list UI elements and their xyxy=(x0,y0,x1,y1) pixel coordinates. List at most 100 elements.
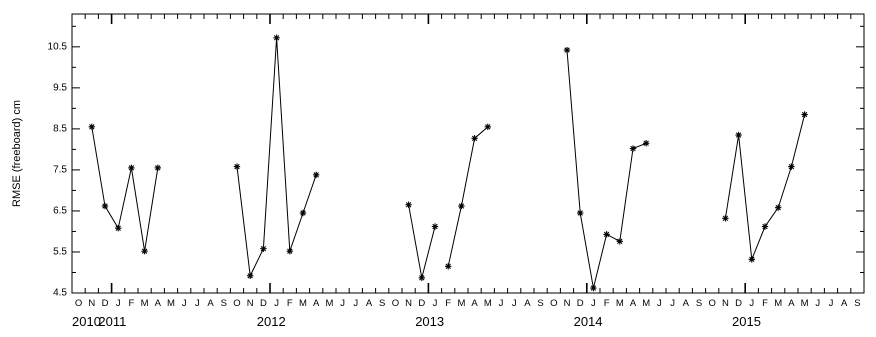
data-point-asterisk xyxy=(128,164,135,172)
data-point-asterisk xyxy=(775,204,782,211)
y-tick-label: 4.5 xyxy=(53,288,67,299)
x-month-label: M xyxy=(484,298,492,309)
x-month-label: J xyxy=(670,298,675,309)
data-point-asterisk xyxy=(246,272,254,279)
data-point-asterisk xyxy=(748,256,755,263)
x-month-label: O xyxy=(709,298,716,309)
x-month-label: A xyxy=(683,298,690,309)
x-month-label: J xyxy=(353,298,358,309)
data-point-asterisk xyxy=(590,284,597,292)
x-month-label: A xyxy=(155,298,162,309)
x-month-label: J xyxy=(512,298,517,309)
x-month-label: A xyxy=(207,298,214,309)
x-month-label: D xyxy=(260,298,267,309)
data-point-asterisk xyxy=(603,231,610,238)
x-month-label: M xyxy=(774,298,782,309)
data-point-asterisk xyxy=(233,163,241,170)
series-segment-3 xyxy=(408,204,436,278)
x-month-label: A xyxy=(788,298,795,309)
data-point-asterisk xyxy=(445,263,452,270)
data-point-asterisk xyxy=(101,202,109,210)
axis-tick-labels: 4.55.56.57.58.59.510.5O N D J F M A M J J A S O N D J F M… xyxy=(48,41,861,329)
data-point-asterisk xyxy=(431,223,439,230)
data-point-asterisk xyxy=(577,209,584,217)
x-month-label: N xyxy=(247,298,254,309)
x-month-label: F xyxy=(128,298,134,309)
x-month-label: O xyxy=(75,298,82,309)
series-markers xyxy=(88,34,808,292)
x-month-label: A xyxy=(841,298,848,309)
data-point-asterisk xyxy=(629,145,637,152)
x-month-label: S xyxy=(537,298,543,309)
x-month-label: J xyxy=(815,298,820,309)
x-month-label: N xyxy=(564,298,571,309)
data-point-asterisk xyxy=(722,215,729,222)
x-month-label: N xyxy=(722,298,729,309)
x-year-label: 2010 xyxy=(72,314,101,329)
x-month-label: J xyxy=(433,298,438,309)
data-point-asterisk xyxy=(88,123,96,131)
x-month-label: D xyxy=(102,298,109,309)
series-segment-1 xyxy=(91,126,159,252)
x-month-label: A xyxy=(524,298,531,309)
series-segment-5 xyxy=(566,50,647,289)
y-tick-label: 6.5 xyxy=(53,205,67,216)
x-month-label: M xyxy=(457,298,465,309)
data-point-asterisk xyxy=(154,164,162,172)
x-month-label: J xyxy=(499,298,504,309)
series-segment-2 xyxy=(236,37,317,278)
x-month-label: J xyxy=(182,298,187,309)
x-month-label: J xyxy=(274,298,279,309)
y-tick-label: 8.5 xyxy=(53,123,67,134)
data-point-asterisk xyxy=(484,123,491,131)
x-month-label: A xyxy=(630,298,637,309)
x-month-label: D xyxy=(418,298,425,309)
x-month-label: S xyxy=(696,298,702,309)
data-point-asterisk xyxy=(260,245,267,252)
x-month-label: A xyxy=(313,298,320,309)
x-month-label: M xyxy=(801,298,809,309)
y-tick-label: 9.5 xyxy=(53,82,67,93)
x-month-label: M xyxy=(616,298,624,309)
data-point-asterisk xyxy=(735,131,742,139)
data-point-asterisk xyxy=(141,247,148,255)
data-point-asterisk xyxy=(616,238,623,245)
x-month-label: F xyxy=(445,298,451,309)
data-point-asterisk xyxy=(471,135,478,142)
y-tick-label: 5.5 xyxy=(53,246,67,257)
x-month-label: J xyxy=(657,298,662,309)
x-month-label: D xyxy=(577,298,584,309)
x-month-label: O xyxy=(392,298,399,309)
x-month-label: M xyxy=(167,298,175,309)
x-month-label: A xyxy=(366,298,373,309)
x-year-label: 2015 xyxy=(732,314,761,329)
data-point-asterisk xyxy=(643,140,650,147)
x-month-label: M xyxy=(141,298,149,309)
x-month-label: F xyxy=(287,298,293,309)
data-point-asterisk xyxy=(114,224,122,232)
data-point-asterisk xyxy=(418,274,425,282)
x-month-label: J xyxy=(340,298,345,309)
x-year-label: 2014 xyxy=(574,314,603,329)
series-segment-4 xyxy=(447,126,489,267)
data-point-asterisk xyxy=(299,209,307,217)
x-month-label: S xyxy=(379,298,385,309)
x-year-label: 2013 xyxy=(415,314,444,329)
x-month-label: O xyxy=(550,298,557,309)
data-point-asterisk xyxy=(273,34,280,41)
data-point-asterisk xyxy=(788,163,795,170)
data-point-asterisk xyxy=(761,223,769,230)
data-point-asterisk xyxy=(405,201,412,208)
x-month-label: O xyxy=(233,298,240,309)
x-month-label: F xyxy=(604,298,610,309)
x-year-label: 2011 xyxy=(98,314,126,329)
data-point-asterisk xyxy=(458,202,465,210)
x-month-label: S xyxy=(221,298,227,309)
axis-ticks xyxy=(72,14,864,294)
x-month-label: N xyxy=(405,298,412,309)
series-lines xyxy=(91,37,806,289)
y-tick-label: 7.5 xyxy=(53,164,67,175)
x-month-label: F xyxy=(762,298,768,309)
data-point-asterisk xyxy=(313,171,320,179)
data-point-asterisk xyxy=(801,111,808,118)
